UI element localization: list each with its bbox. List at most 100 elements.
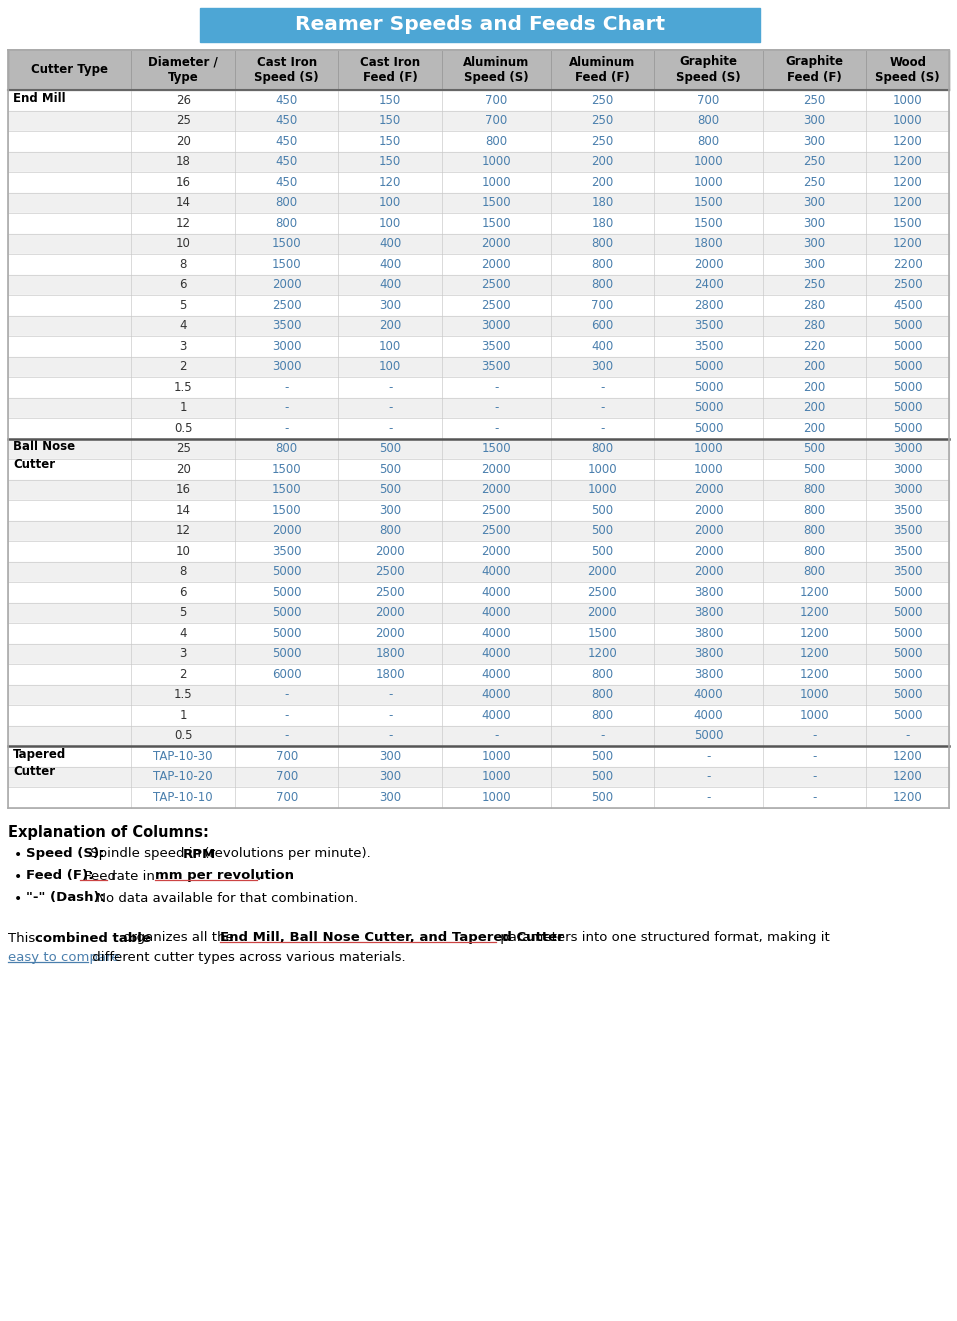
Text: -: - — [284, 709, 289, 721]
Text: End Mill: End Mill — [13, 92, 66, 104]
Text: -: - — [812, 729, 817, 742]
Text: 800: 800 — [276, 197, 298, 209]
Text: 150: 150 — [379, 114, 401, 127]
Text: 300: 300 — [379, 299, 401, 312]
Text: 2000: 2000 — [481, 238, 511, 250]
Text: 2000: 2000 — [272, 524, 301, 538]
Text: 400: 400 — [379, 258, 401, 271]
Text: 3800: 3800 — [694, 647, 723, 660]
Text: -: - — [494, 729, 499, 742]
Text: RPM: RPM — [182, 848, 215, 860]
Text: Aluminum
Feed (F): Aluminum Feed (F) — [569, 55, 635, 85]
Text: 1200: 1200 — [800, 606, 830, 620]
Text: 14: 14 — [176, 503, 190, 517]
Text: 1200: 1200 — [588, 647, 617, 660]
Bar — [8, 725, 949, 746]
Text: 4000: 4000 — [481, 565, 511, 579]
Text: 5000: 5000 — [893, 361, 923, 374]
Text: 180: 180 — [591, 217, 613, 230]
Bar — [8, 111, 949, 131]
Text: 1500: 1500 — [481, 443, 511, 456]
Text: 300: 300 — [804, 238, 826, 250]
Text: 250: 250 — [804, 176, 826, 189]
Text: 1200: 1200 — [893, 176, 923, 189]
Text: 4000: 4000 — [694, 688, 723, 701]
Text: 4: 4 — [179, 626, 187, 639]
Text: 5000: 5000 — [893, 626, 923, 639]
Text: 450: 450 — [276, 135, 298, 148]
Text: 700: 700 — [698, 94, 720, 107]
Text: 200: 200 — [804, 361, 826, 374]
Text: 250: 250 — [804, 279, 826, 291]
Text: 5000: 5000 — [893, 421, 923, 435]
Text: 4000: 4000 — [481, 647, 511, 660]
Text: 3800: 3800 — [694, 585, 723, 598]
Text: 2500: 2500 — [375, 585, 405, 598]
Text: 1800: 1800 — [375, 667, 405, 680]
Text: 800: 800 — [698, 135, 720, 148]
Text: 4000: 4000 — [481, 667, 511, 680]
Text: 25: 25 — [176, 443, 190, 456]
Text: 500: 500 — [379, 443, 401, 456]
Text: 2: 2 — [179, 361, 187, 374]
Text: 3: 3 — [180, 647, 187, 660]
Text: -: - — [388, 402, 392, 415]
Text: 1000: 1000 — [893, 114, 923, 127]
Text: 150: 150 — [379, 135, 401, 148]
Text: 700: 700 — [276, 770, 298, 783]
Bar — [8, 542, 949, 561]
Bar — [8, 398, 949, 417]
Text: 1200: 1200 — [800, 667, 830, 680]
Text: -: - — [284, 380, 289, 394]
Text: 4000: 4000 — [481, 688, 511, 701]
Text: 3500: 3500 — [893, 544, 923, 557]
Text: 800: 800 — [379, 524, 401, 538]
Text: 1000: 1000 — [481, 750, 511, 762]
Text: 5000: 5000 — [272, 565, 301, 579]
Text: 3000: 3000 — [893, 443, 923, 456]
Text: 200: 200 — [804, 380, 826, 394]
Text: 250: 250 — [591, 114, 613, 127]
Text: 1000: 1000 — [481, 791, 511, 803]
Text: -: - — [388, 380, 392, 394]
Text: 2000: 2000 — [481, 258, 511, 271]
Text: 3500: 3500 — [694, 320, 723, 333]
Text: 5000: 5000 — [893, 320, 923, 333]
Text: 5000: 5000 — [694, 729, 723, 742]
Text: -: - — [706, 791, 711, 803]
Text: 800: 800 — [591, 709, 613, 721]
Text: -: - — [388, 729, 392, 742]
Text: 3000: 3000 — [481, 320, 511, 333]
Text: 250: 250 — [591, 135, 613, 148]
Text: 2500: 2500 — [272, 299, 301, 312]
Text: 2000: 2000 — [588, 606, 617, 620]
Text: 3500: 3500 — [272, 320, 301, 333]
Bar — [8, 295, 949, 316]
Text: 1200: 1200 — [893, 791, 923, 803]
Text: 2500: 2500 — [481, 299, 511, 312]
Text: 280: 280 — [804, 299, 826, 312]
Text: 2400: 2400 — [694, 279, 723, 291]
Text: 1500: 1500 — [694, 197, 723, 209]
Text: 800: 800 — [591, 279, 613, 291]
Bar — [8, 480, 949, 501]
Bar — [8, 766, 949, 787]
Text: 450: 450 — [276, 156, 298, 168]
Text: 1000: 1000 — [481, 770, 511, 783]
Text: 4000: 4000 — [481, 709, 511, 721]
Text: combined table: combined table — [34, 931, 150, 945]
Text: 8: 8 — [180, 565, 187, 579]
Text: 2000: 2000 — [588, 565, 617, 579]
Text: 300: 300 — [379, 791, 401, 803]
Text: -: - — [284, 729, 289, 742]
Text: TAP-10-20: TAP-10-20 — [153, 770, 213, 783]
Text: 1200: 1200 — [800, 585, 830, 598]
Text: 150: 150 — [379, 156, 401, 168]
Bar — [200, 8, 760, 42]
Text: 2000: 2000 — [694, 503, 723, 517]
Text: mm per revolution: mm per revolution — [155, 869, 294, 882]
Text: 800: 800 — [591, 258, 613, 271]
Text: 0.5: 0.5 — [174, 729, 192, 742]
Text: 800: 800 — [804, 483, 826, 497]
Text: 500: 500 — [591, 770, 613, 783]
